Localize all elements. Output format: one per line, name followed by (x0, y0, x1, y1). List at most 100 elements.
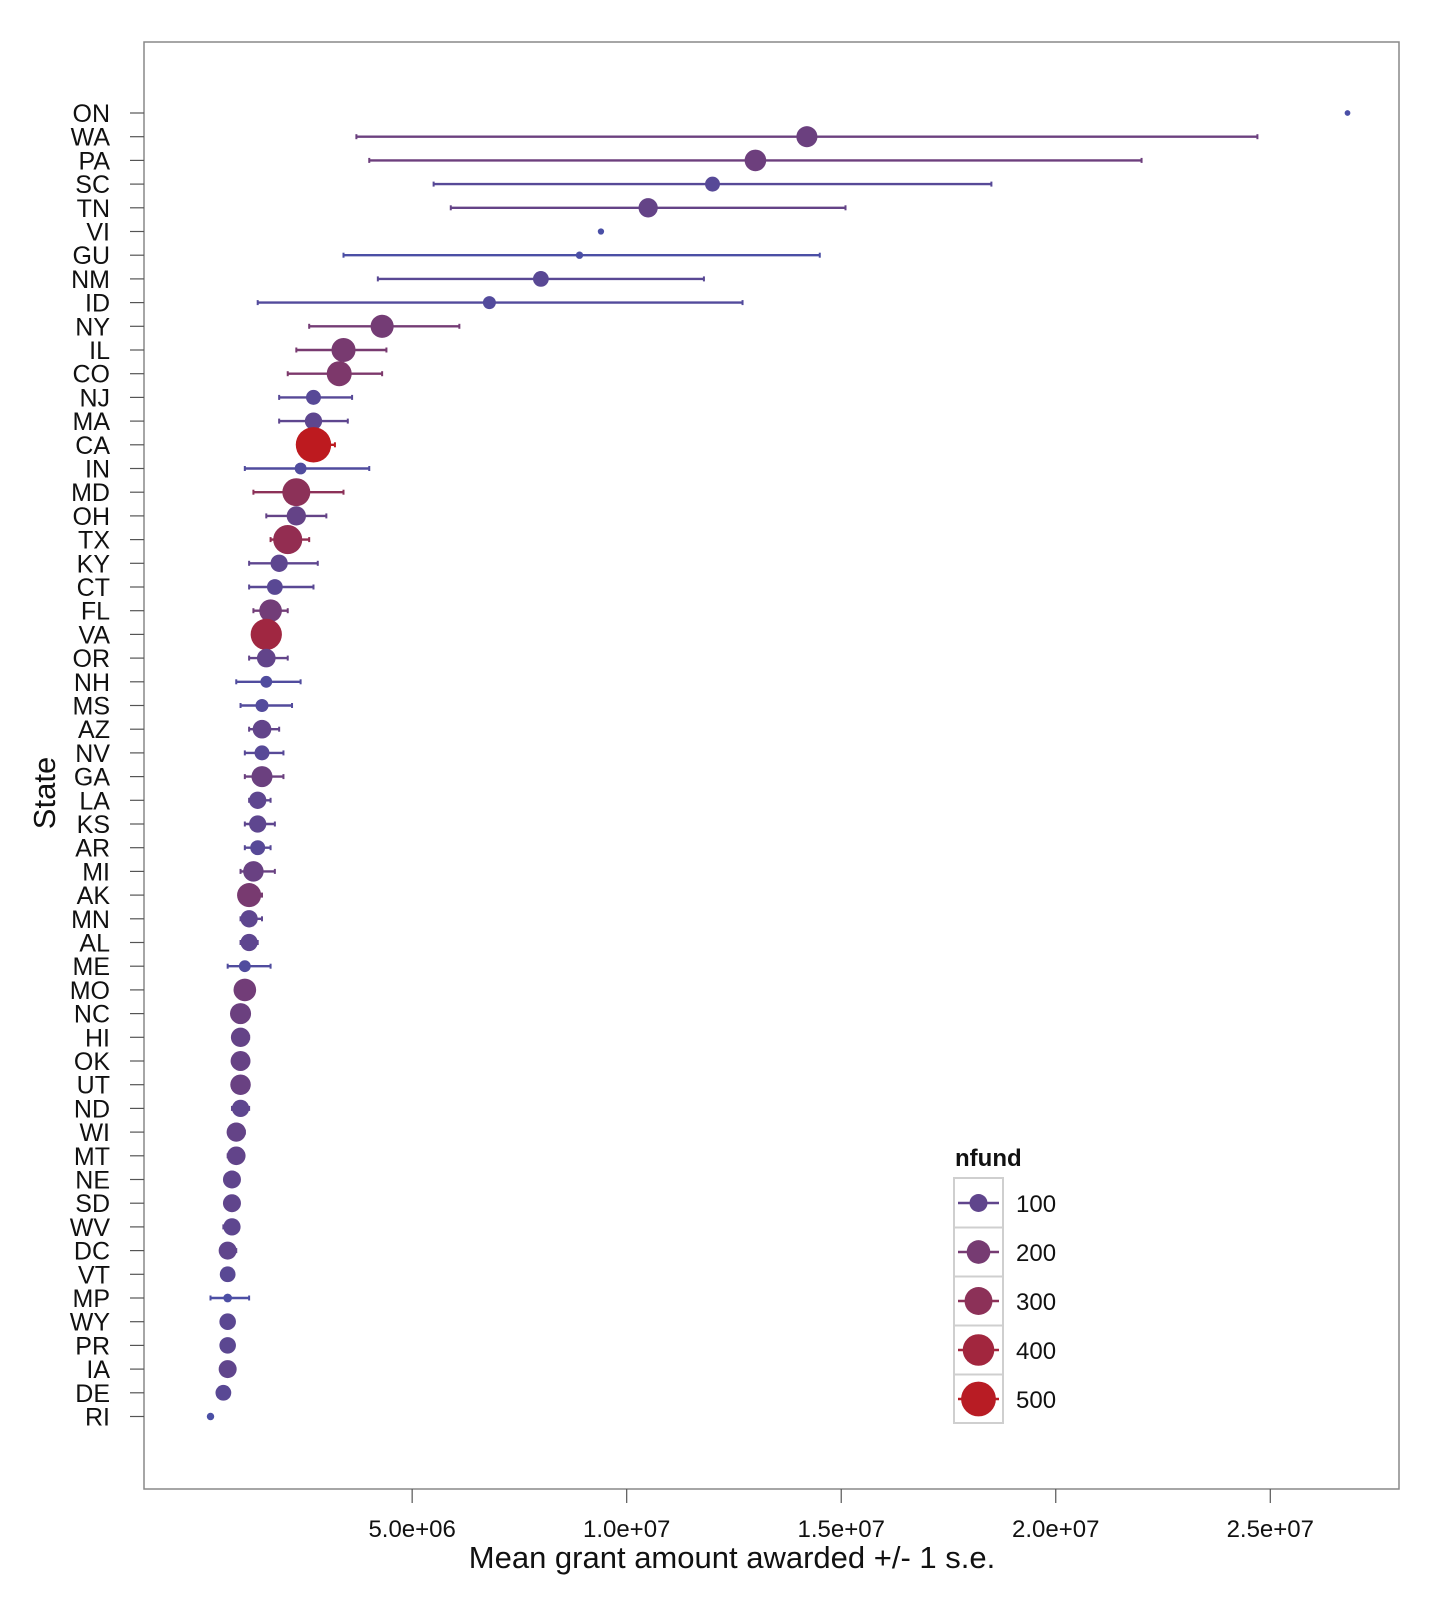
y-tick-label-nj: NJ (79, 384, 110, 412)
x-tick-label-2: 1.5e+07 (798, 1516, 885, 1543)
point-wa (796, 126, 818, 148)
point-nc (230, 1003, 252, 1025)
legend-label: 300 (1016, 1289, 1056, 1316)
y-tick-label-hi: HI (85, 1024, 110, 1052)
y-tick-label-de: DE (75, 1380, 110, 1408)
point-ut (230, 1074, 251, 1095)
point-oh (286, 506, 306, 526)
legend-label: 200 (1016, 1240, 1056, 1267)
y-tick-label-pr: PR (75, 1332, 110, 1360)
point-ms (255, 699, 269, 712)
legend-key-point (969, 1194, 988, 1212)
y-tick-label-sd: SD (75, 1190, 110, 1218)
point-tn (638, 198, 658, 218)
y-tick-label-ut: UT (77, 1072, 110, 1100)
x-tick-label-4: 2.5e+07 (1227, 1516, 1314, 1543)
point-nh (260, 675, 273, 688)
point-va (250, 618, 282, 651)
point-ct (266, 579, 283, 595)
y-tick-label-wy: WY (70, 1309, 111, 1337)
point-de (215, 1384, 232, 1401)
legend-key-point (962, 1334, 995, 1366)
y-tick-label-al: AL (79, 930, 110, 958)
point-pr (219, 1337, 236, 1354)
y-tick-label-mt: MT (74, 1143, 110, 1171)
y-tick-label-nm: NM (71, 266, 110, 294)
point-fl (259, 599, 282, 623)
x-tick-label-0: 5.0e+06 (368, 1516, 455, 1543)
y-tick-label-tx: TX (78, 527, 110, 555)
point-dc (218, 1241, 237, 1260)
y-tick-label-nv: NV (75, 740, 110, 768)
point-me (238, 960, 251, 973)
point-ny (370, 314, 394, 338)
point-az (252, 719, 272, 739)
legend-label: 400 (1016, 1338, 1056, 1365)
y-tick-label-fl: FL (81, 598, 110, 626)
point-ca (295, 427, 332, 463)
y-axis-title: State (27, 757, 62, 829)
legend-label: 500 (1016, 1387, 1056, 1414)
y-tick-label-in: IN (85, 456, 110, 484)
y-tick-label-tn: TN (77, 195, 110, 223)
y-tick-label-la: LA (79, 787, 110, 815)
y-tick-label-ri: RI (85, 1404, 110, 1432)
y-tick-label-mp: MP (73, 1285, 111, 1313)
y-tick-label-ms: MS (73, 693, 111, 721)
point-ks (249, 815, 267, 833)
y-tick-label-mi: MI (82, 858, 110, 886)
marks-layer (206, 110, 1351, 1421)
legend-key-point (964, 1287, 993, 1315)
point-mo (233, 978, 257, 1002)
point-in (294, 462, 307, 475)
y-tick-label-ar: AR (75, 835, 110, 863)
point-mp (223, 1293, 233, 1303)
point-on (1344, 110, 1351, 116)
y-tick-label-ok: OK (74, 1048, 110, 1076)
y-tick-label-nh: NH (74, 669, 110, 697)
point-ri (206, 1412, 215, 1421)
y-tick-label-gu: GU (73, 242, 111, 270)
y-tick-label-wi: WI (79, 1119, 110, 1147)
x-axis-title: Mean grant amount awarded +/- 1 s.e. (469, 1540, 995, 1575)
y-tick-label-ne: NE (75, 1167, 110, 1195)
y-tick-label-ct: CT (77, 574, 110, 602)
y-tick-label-va: VA (79, 621, 111, 649)
point-mt (226, 1146, 246, 1166)
point-nd (231, 1099, 250, 1118)
point-mn (240, 910, 258, 928)
point-wi (226, 1122, 246, 1142)
y-tick-label-id: ID (85, 290, 110, 318)
y-tick-label-me: ME (73, 953, 111, 981)
x-tick-label-3: 2.0e+07 (1012, 1516, 1099, 1543)
y-tick-label-wa: WA (71, 124, 111, 152)
y-tick-label-az: AZ (78, 716, 110, 744)
point-mi (243, 861, 264, 882)
y-tick-label-nc: NC (74, 1001, 110, 1029)
legend-key-point (961, 1381, 996, 1417)
point-tx (273, 525, 303, 555)
point-md (282, 478, 311, 507)
point-or (256, 648, 276, 668)
point-ma (304, 412, 323, 430)
point-wy (219, 1313, 236, 1330)
plot-panel (143, 41, 1400, 1490)
point-nm (532, 271, 549, 287)
y-tick-label-ak: AK (77, 882, 111, 910)
y-tick-label-mn: MN (71, 906, 110, 934)
point-pa (744, 149, 767, 172)
point-wv (223, 1218, 241, 1236)
y-tick-label-ga: GA (74, 764, 110, 792)
y-tick-label-vt: VT (78, 1261, 110, 1289)
point-ar (250, 840, 266, 856)
point-co (326, 361, 352, 387)
point-vi (597, 228, 605, 235)
y-tick-label-on: ON (73, 100, 111, 128)
y-tick-label-ia: IA (86, 1356, 110, 1384)
point-al (240, 933, 258, 952)
y-tick-label-ky: KY (77, 550, 111, 578)
point-nj (306, 389, 321, 405)
legend-label: 100 (1016, 1191, 1056, 1218)
